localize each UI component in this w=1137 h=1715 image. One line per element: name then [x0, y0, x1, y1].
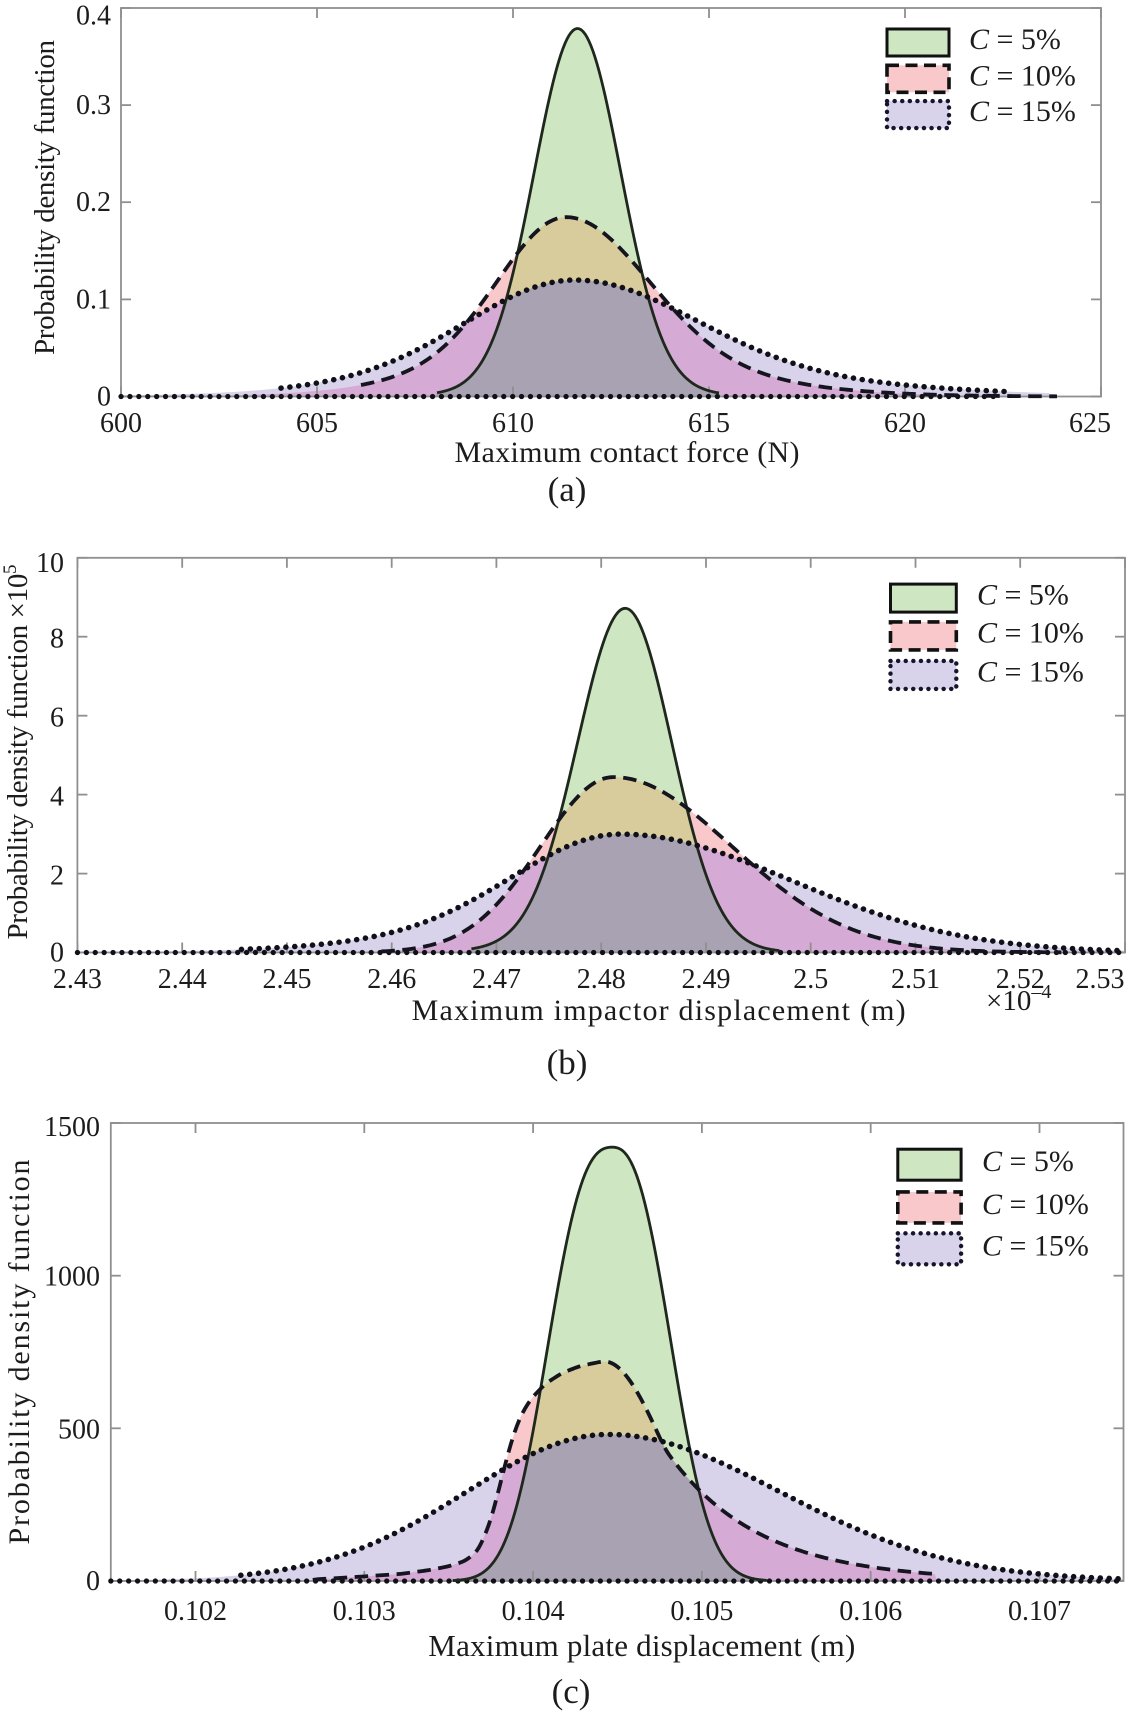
svg-text:C = 5%: C = 5%	[969, 23, 1061, 56]
svg-text:615: 615	[688, 408, 730, 439]
svg-text:610: 610	[492, 408, 534, 439]
svg-text:2.53: 2.53	[1076, 964, 1125, 995]
svg-text:1500: 1500	[44, 1112, 100, 1143]
svg-text:0.106: 0.106	[839, 1596, 902, 1627]
svg-text:600: 600	[100, 408, 142, 439]
svg-text:8: 8	[50, 624, 64, 655]
svg-text:0.105: 0.105	[670, 1596, 733, 1627]
svg-text:2.47: 2.47	[472, 964, 521, 995]
svg-text:2.45: 2.45	[263, 964, 312, 995]
svg-text:500: 500	[58, 1414, 100, 1445]
svg-text:0.3: 0.3	[76, 90, 111, 121]
svg-text:0: 0	[86, 1566, 100, 1597]
svg-text:(b): (b)	[547, 1043, 588, 1082]
svg-text:C = 5%: C = 5%	[977, 579, 1069, 612]
svg-text:2.46: 2.46	[367, 964, 416, 995]
svg-text:0.104: 0.104	[502, 1596, 565, 1627]
svg-text:Maximum impactor displacement: Maximum impactor displacement (m)	[412, 994, 906, 1027]
svg-text:Maximum contact force (N): Maximum contact force (N)	[455, 436, 800, 469]
svg-text:Probability density function: Probability density function	[29, 40, 61, 356]
svg-text:2.44: 2.44	[158, 964, 207, 995]
svg-text:620: 620	[884, 408, 926, 439]
svg-text:2.52: 2.52	[996, 964, 1045, 995]
svg-text:C = 10%: C = 10%	[982, 1188, 1089, 1221]
svg-text:C = 15%: C = 15%	[977, 655, 1084, 688]
svg-text:C = 15%: C = 15%	[982, 1229, 1089, 1262]
svg-text:2.48: 2.48	[577, 964, 626, 995]
svg-text:2.5: 2.5	[793, 964, 828, 995]
svg-text:0: 0	[97, 382, 111, 413]
svg-text:Maximum plate displacement (m): Maximum plate displacement (m)	[428, 1628, 855, 1663]
svg-text:10: 10	[36, 548, 64, 579]
svg-text:2.43: 2.43	[53, 964, 102, 995]
svg-text:Probability density function: Probability density function	[3, 1160, 36, 1545]
svg-text:0.4: 0.4	[76, 1, 111, 32]
svg-text:4: 4	[50, 782, 64, 813]
svg-text:0.107: 0.107	[1008, 1596, 1071, 1627]
svg-text:6: 6	[50, 703, 64, 734]
svg-text:0.2: 0.2	[76, 187, 111, 218]
svg-text:C = 10%: C = 10%	[969, 59, 1076, 92]
svg-text:C = 15%: C = 15%	[969, 95, 1076, 128]
svg-text:Probability density function ×: Probability density function ×105	[0, 565, 34, 940]
svg-text:C = 10%: C = 10%	[977, 616, 1084, 649]
svg-text:(c): (c)	[552, 1672, 591, 1711]
svg-text:0.102: 0.102	[164, 1596, 227, 1627]
svg-text:C = 5%: C = 5%	[982, 1145, 1074, 1178]
svg-text:(a): (a)	[548, 470, 587, 509]
svg-text:2.51: 2.51	[891, 964, 940, 995]
svg-text:0: 0	[50, 938, 64, 969]
svg-text:0.1: 0.1	[76, 284, 111, 315]
svg-text:0.103: 0.103	[333, 1596, 396, 1627]
svg-text:2.49: 2.49	[682, 964, 731, 995]
svg-text:2: 2	[50, 861, 64, 892]
svg-text:1000: 1000	[44, 1262, 100, 1293]
svg-text:605: 605	[296, 408, 338, 439]
svg-text:625: 625	[1069, 408, 1111, 439]
